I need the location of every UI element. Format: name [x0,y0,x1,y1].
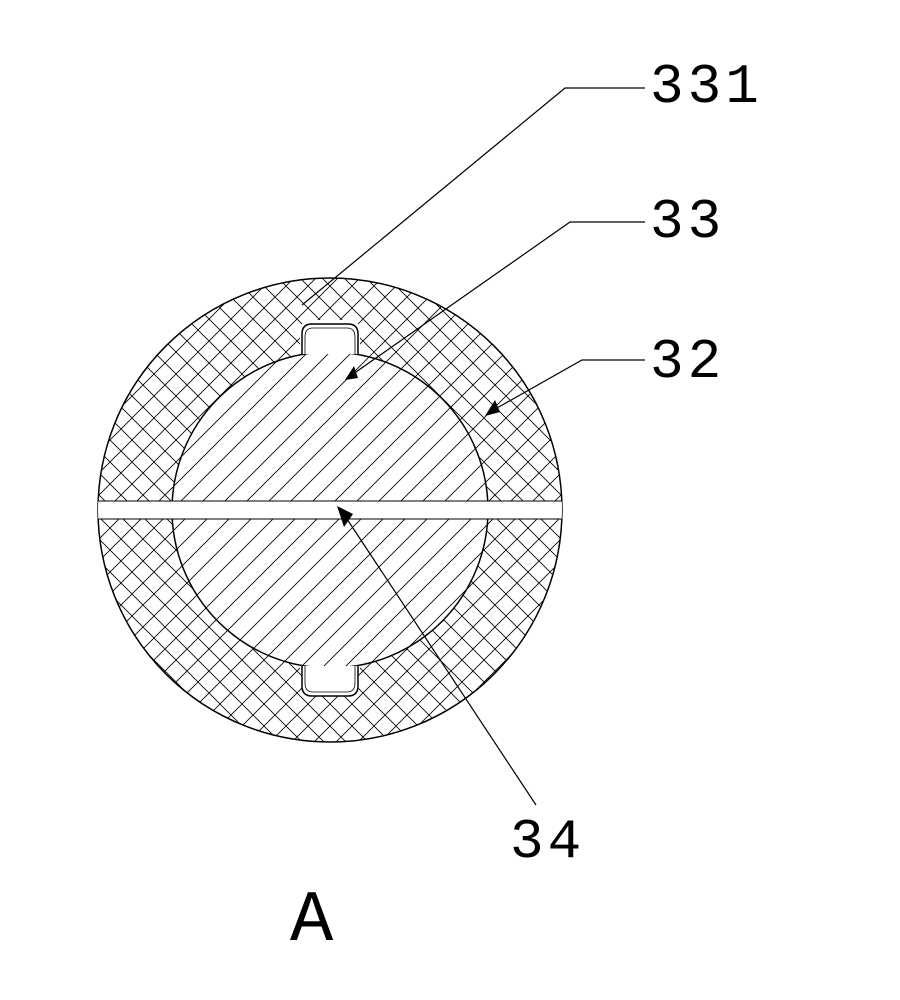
technical-diagram [0,0,900,1000]
horizontal-slot [96,501,566,519]
view-label: A [290,880,333,962]
label-34: 34 [510,810,585,874]
leader-331 [302,88,645,305]
bottom-tab [302,666,358,696]
label-331: 331 [650,55,763,119]
label-33: 33 [650,190,725,254]
top-tab [302,324,358,354]
label-32: 32 [650,330,725,394]
